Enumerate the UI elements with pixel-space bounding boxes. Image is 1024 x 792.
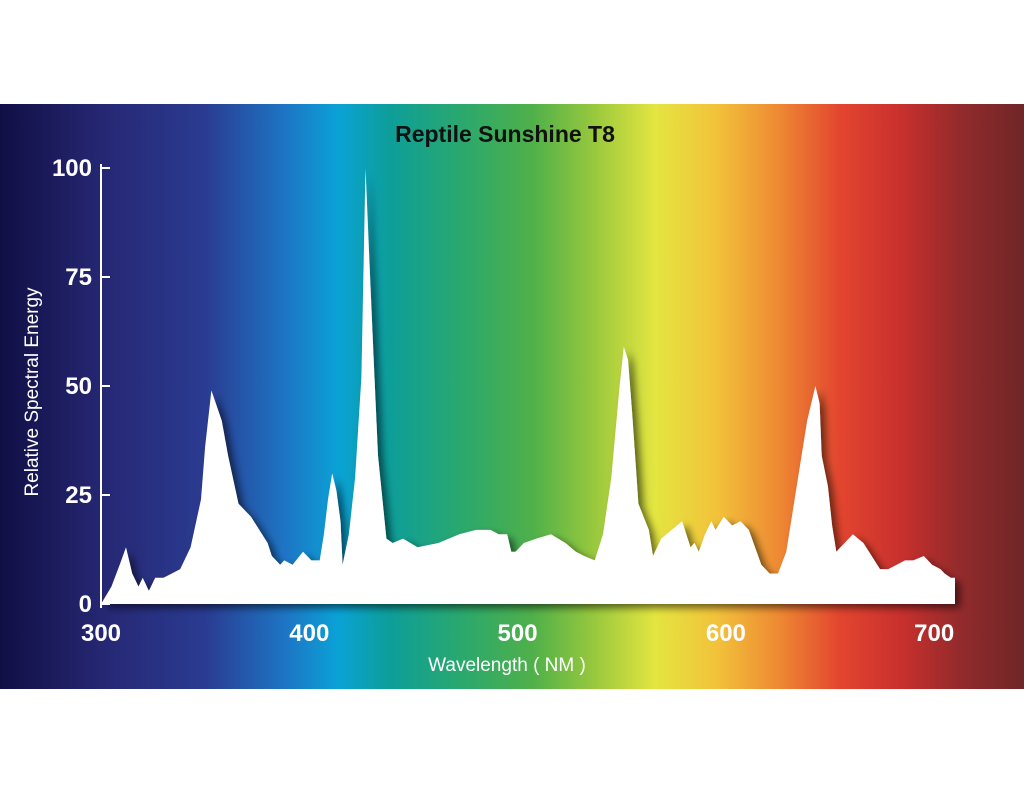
y-tick-label: 75 (65, 264, 92, 291)
chart-svg: 0 25 50 75 100 300 400 500 600 700 Reptile Sunshi… (0, 104, 1024, 689)
y-tick-label: 100 (52, 155, 92, 182)
y-tick-label: 25 (65, 482, 92, 509)
chart-title: Reptile Sunshine T8 (395, 121, 615, 147)
x-tick-label: 300 (81, 620, 121, 647)
plot-area (101, 168, 955, 604)
x-tick-label: 700 (914, 620, 954, 647)
x-axis-label: Wavelength ( NM ) (428, 655, 586, 676)
axes: 0 25 50 75 100 300 400 500 600 700 (52, 155, 954, 647)
y-axis-label: Relative Spectral Energy (22, 287, 43, 497)
spectrum-chart: 0 25 50 75 100 300 400 500 600 700 Reptile Sunshi… (0, 104, 1024, 689)
x-tick-label: 500 (498, 620, 538, 647)
x-tick-label: 400 (289, 620, 329, 647)
spectrum-area-series-0 (101, 168, 955, 604)
y-tick-label: 0 (79, 591, 92, 618)
y-tick-label: 50 (65, 373, 92, 400)
x-tick-label: 600 (706, 620, 746, 647)
